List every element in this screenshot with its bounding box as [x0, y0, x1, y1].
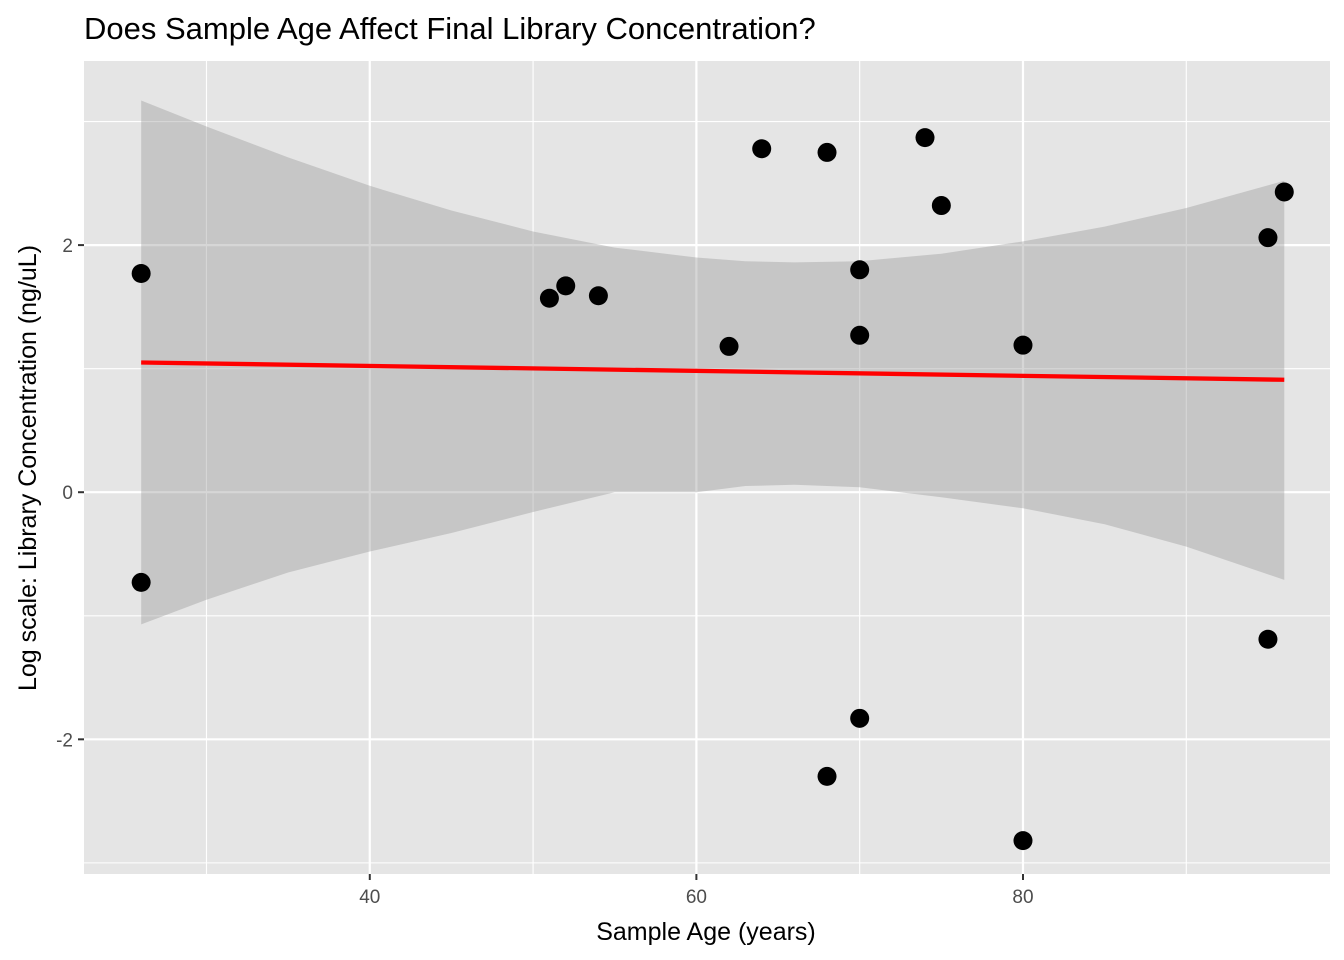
- data-point: [588, 286, 608, 306]
- data-point: [915, 128, 935, 148]
- data-point: [752, 139, 772, 159]
- y-tick-label: -2: [56, 730, 73, 751]
- y-axis-title: Log scale: Library Concentration (ng/uL): [14, 245, 42, 691]
- data-point: [131, 264, 151, 284]
- data-point: [1013, 335, 1033, 355]
- x-tick-label: 40: [359, 887, 380, 908]
- data-points: [131, 128, 1294, 851]
- x-axis-title: Sample Age (years): [596, 918, 816, 946]
- plot-panel: [84, 61, 1330, 874]
- minor-gridlines: [84, 61, 1330, 874]
- data-point: [850, 260, 870, 280]
- data-point: [719, 336, 739, 356]
- y-tick-label: 0: [62, 483, 73, 504]
- data-point: [131, 572, 151, 592]
- data-point: [817, 766, 837, 786]
- x-axis: 40 60 80: [359, 874, 1034, 908]
- trend-line: [141, 360, 1285, 382]
- y-tick-label: 2: [62, 236, 73, 257]
- chart-title: Does Sample Age Affect Final Library Con…: [84, 11, 816, 46]
- y-axis: -2 0 2: [56, 236, 84, 751]
- confidence-band: [141, 100, 1285, 625]
- data-point: [1258, 228, 1278, 248]
- data-point: [556, 276, 576, 296]
- data-point: [539, 288, 559, 308]
- data-point: [817, 142, 837, 162]
- data-point: [1258, 629, 1278, 649]
- data-point: [1013, 831, 1033, 851]
- x-tick-label: 80: [1012, 887, 1033, 908]
- data-point: [850, 325, 870, 345]
- x-tick-label: 60: [686, 887, 707, 908]
- data-point: [931, 196, 951, 216]
- data-point: [1274, 182, 1294, 202]
- major-gridlines: [84, 61, 1330, 874]
- data-point: [850, 708, 870, 728]
